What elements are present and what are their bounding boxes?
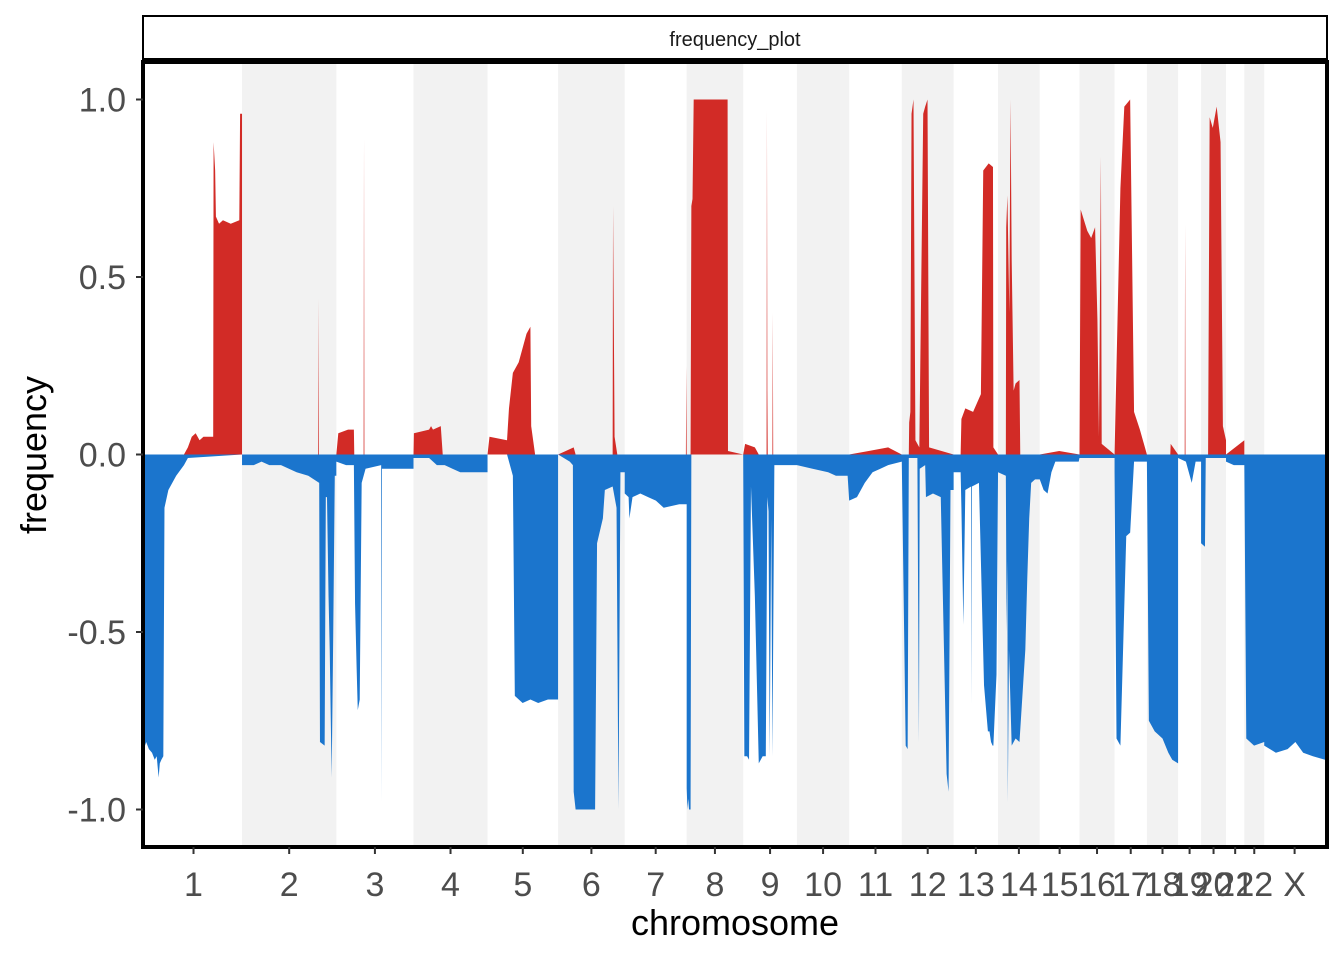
y-tick-label: -0.5 [67, 614, 126, 652]
x-tick-label-7: 7 [646, 866, 665, 904]
x-tick-label-17: 17 [1112, 866, 1150, 904]
x-axis-title: chromosome [631, 902, 839, 943]
x-tick-label-9: 9 [761, 866, 780, 904]
x-tick-label-20: 20 [1195, 866, 1233, 904]
gain-area [145, 99, 1325, 455]
x-tick-label-10: 10 [804, 866, 842, 904]
x-tick-label-11: 11 [858, 866, 893, 904]
x-tick-label-18: 18 [1144, 866, 1182, 904]
x-tick-label-16: 16 [1078, 866, 1116, 904]
y-tick-label: -1.0 [67, 792, 126, 830]
x-tick-label-19: 19 [1171, 866, 1209, 904]
y-tick-label: 1.0 [79, 82, 126, 120]
y-tick-label: 0.5 [79, 259, 126, 297]
x-tick-label-5: 5 [513, 866, 532, 904]
frequency-areas [145, 99, 1325, 810]
strip-box [142, 15, 1328, 60]
y-tick-label: 0.0 [79, 437, 126, 475]
x-tick-label-14: 14 [1000, 866, 1038, 904]
x-tick-label-2: 2 [280, 866, 299, 904]
x-tick-label-1: 1 [184, 866, 203, 904]
x-tick-label-8: 8 [705, 866, 724, 904]
x-tick-label-6: 6 [582, 866, 601, 904]
y-axis: 1.0 0.5 0.0 -0.5 -1.0 [67, 82, 143, 830]
y-axis-title: frequency [13, 376, 54, 534]
x-tick-label-13: 13 [957, 866, 995, 904]
x-tick-label-X: X [1283, 866, 1306, 904]
x-tick-label-4: 4 [441, 866, 460, 904]
x-tick-label-12: 12 [909, 866, 947, 904]
x-tick-label-21: 21 [1216, 866, 1254, 904]
x-tick-label-3: 3 [365, 866, 384, 904]
x-tick-label-15: 15 [1041, 866, 1079, 904]
x-tick-label-22: 22 [1235, 866, 1273, 904]
strip-title: frequency_plot [669, 29, 801, 51]
